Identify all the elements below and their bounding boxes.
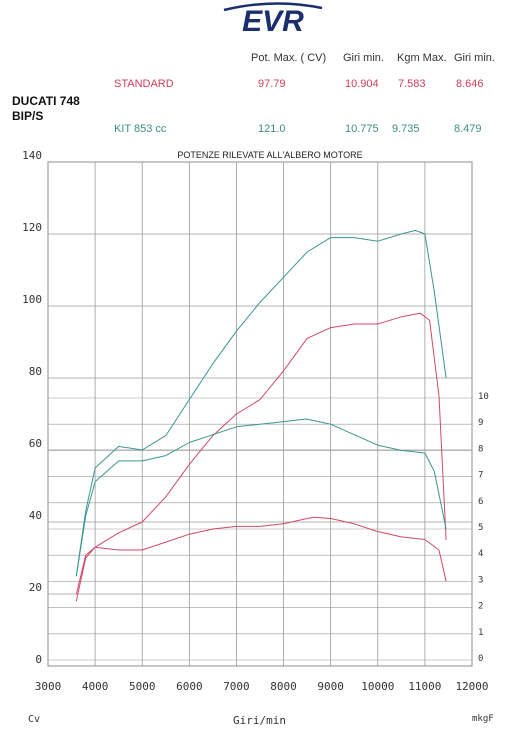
logo-text: EVR [242,5,304,36]
chart-title: POTENZE RILEVATE ALL'ALBERO MOTORE [177,150,362,160]
row-kit-pot: 121.0 [258,123,286,135]
y2-tick-label: 10 [478,392,489,402]
y2-tick-label: 2 [478,602,483,612]
x-tick-label: 4000 [82,680,109,693]
header-giri-min-2: Giri min. [454,52,495,64]
y2-tick-label: 6 [478,497,483,507]
row-standard-kgm: 7.583 [398,78,426,90]
y-tick-label: 60 [29,437,42,450]
row-standard-giri2: 8.646 [456,78,484,90]
header-kgm-max: Kgm Max. [397,52,447,64]
x-tick-label: 9000 [317,680,344,693]
y2-tick-label: 7 [478,471,483,481]
x-axis-label: Giri/min [233,714,286,727]
header-pot-max: Pot. Max. ( CV) [251,52,327,64]
standard-torque-line [75,516,447,595]
y2-tick-label: 8 [478,444,483,454]
y-tick-label: 100 [22,293,42,306]
y-tick-label: 40 [29,509,42,522]
row-standard-giri1: 10.904 [345,78,379,90]
model-variant: BIP/S [12,109,44,123]
row-kit-giri2: 8.479 [454,123,482,135]
kit-torque-line [75,418,447,577]
y-tick-label: 20 [29,581,42,594]
x-tick-label: 3000 [35,680,62,693]
standard-power-line [75,312,447,602]
x-tick-label: 12000 [455,680,488,693]
x-tick-label: 8000 [270,680,297,693]
y-tick-label: 80 [29,365,42,378]
y-tick-label: 140 [22,149,42,162]
logo-swoosh [223,2,323,12]
model-label: DUCATI 748 BIP/S [12,94,80,124]
y2-axis-label: mkgF [472,714,494,724]
y2-tick-label: 0 [478,654,483,664]
row-standard-pot: 97.79 [258,78,286,90]
y2-tick-label: 1 [478,628,483,638]
model-name: DUCATI 748 [12,94,80,108]
chart-frame [47,161,473,667]
y2-tick-label: 4 [478,549,483,559]
y2-tick-label: 3 [478,575,483,585]
row-standard-label: STANDARD [114,78,174,90]
y-axis-label: Cv [28,714,41,725]
row-kit-kgm: 9.735 [392,123,420,135]
x-tick-label: 7000 [223,680,250,693]
row-kit-label: KIT 853 cc [114,123,167,135]
header-giri-min-1: Giri min. [343,52,384,64]
y-tick-label: 0 [35,653,42,666]
x-tick-label: 6000 [176,680,203,693]
row-kit-giri1: 10.775 [345,123,379,135]
y2-tick-label: 9 [478,418,483,428]
x-tick-label: 11000 [408,680,441,693]
kit-power-line [75,229,447,577]
x-tick-label: 5000 [129,680,156,693]
y2-tick-label: 5 [478,523,483,533]
x-tick-label: 10000 [361,680,394,693]
evr-logo: EVR [223,2,323,36]
y-tick-label: 120 [22,221,42,234]
